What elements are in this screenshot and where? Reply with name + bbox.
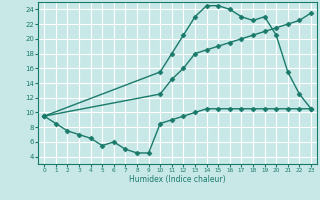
X-axis label: Humidex (Indice chaleur): Humidex (Indice chaleur) [129,175,226,184]
